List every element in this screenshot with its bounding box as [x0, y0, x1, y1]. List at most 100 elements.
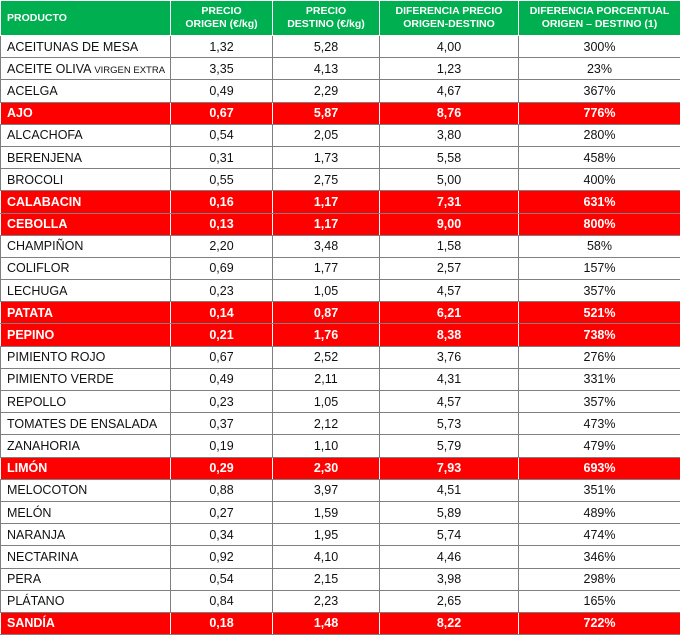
- cell-diferencia-precio: 6,21: [380, 302, 519, 324]
- cell-producto: PERA: [1, 568, 171, 590]
- cell-precio-destino: 2,23: [273, 590, 380, 612]
- cell-producto: ACEITE OLIVA VIRGEN EXTRA: [1, 58, 171, 80]
- cell-precio-destino: 0,87: [273, 302, 380, 324]
- cell-diferencia-porcentual: 631%: [519, 191, 680, 213]
- cell-precio-origen: 0,54: [171, 568, 273, 590]
- cell-precio-origen: 0,16: [171, 191, 273, 213]
- cell-precio-origen: 0,18: [171, 612, 273, 634]
- cell-precio-destino: 1,76: [273, 324, 380, 346]
- cell-precio-destino: 1,95: [273, 524, 380, 546]
- cell-precio-destino: 1,17: [273, 191, 380, 213]
- cell-precio-destino: 1,48: [273, 612, 380, 634]
- cell-precio-origen: 1,32: [171, 36, 273, 58]
- cell-precio-origen: 0,23: [171, 391, 273, 413]
- cell-producto: BROCOLI: [1, 169, 171, 191]
- cell-precio-origen: 0,67: [171, 102, 273, 124]
- cell-precio-origen: 0,23: [171, 280, 273, 302]
- cell-precio-origen: 0,31: [171, 146, 273, 168]
- cell-diferencia-precio: 4,51: [380, 479, 519, 501]
- cell-diferencia-porcentual: 489%: [519, 501, 680, 523]
- cell-producto: BERENJENA: [1, 146, 171, 168]
- cell-producto: CHAMPIÑON: [1, 235, 171, 257]
- cell-diferencia-precio: 4,00: [380, 36, 519, 58]
- cell-diferencia-porcentual: 479%: [519, 435, 680, 457]
- cell-precio-destino: 1,59: [273, 501, 380, 523]
- cell-diferencia-precio: 3,98: [380, 568, 519, 590]
- cell-diferencia-precio: 8,76: [380, 102, 519, 124]
- cell-diferencia-porcentual: 521%: [519, 302, 680, 324]
- cell-precio-destino: 2,30: [273, 457, 380, 479]
- cell-diferencia-precio: 5,73: [380, 413, 519, 435]
- cell-producto: LECHUGA: [1, 280, 171, 302]
- cell-precio-destino: 2,05: [273, 124, 380, 146]
- header-producto: PRODUCTO: [1, 1, 171, 36]
- cell-producto: MELÓN: [1, 501, 171, 523]
- cell-producto: ACEITUNAS DE MESA: [1, 36, 171, 58]
- cell-producto: COLIFLOR: [1, 257, 171, 279]
- cell-precio-origen: 0,49: [171, 368, 273, 390]
- cell-precio-destino: 2,11: [273, 368, 380, 390]
- cell-producto: AJO: [1, 102, 171, 124]
- cell-diferencia-precio: 2,57: [380, 257, 519, 279]
- cell-producto: ZANAHORIA: [1, 435, 171, 457]
- cell-precio-origen: 2,20: [171, 235, 273, 257]
- cell-precio-destino: 1,73: [273, 146, 380, 168]
- cell-diferencia-porcentual: 300%: [519, 36, 680, 58]
- cell-diferencia-precio: 2,65: [380, 590, 519, 612]
- cell-precio-origen: 0,49: [171, 80, 273, 102]
- cell-producto: PIMIENTO VERDE: [1, 368, 171, 390]
- cell-diferencia-porcentual: 276%: [519, 346, 680, 368]
- cell-precio-origen: 0,37: [171, 413, 273, 435]
- cell-precio-origen: 0,69: [171, 257, 273, 279]
- cell-producto: SANDÍA: [1, 612, 171, 634]
- cell-diferencia-precio: 4,57: [380, 391, 519, 413]
- cell-diferencia-porcentual: 58%: [519, 235, 680, 257]
- cell-diferencia-precio: 5,89: [380, 501, 519, 523]
- cell-diferencia-porcentual: 693%: [519, 457, 680, 479]
- cell-producto: ALCACHOFA: [1, 124, 171, 146]
- cell-diferencia-precio: 7,93: [380, 457, 519, 479]
- cell-diferencia-precio: 5,79: [380, 435, 519, 457]
- cell-diferencia-porcentual: 23%: [519, 58, 680, 80]
- cell-diferencia-precio: 7,31: [380, 191, 519, 213]
- cell-producto: NECTARINA: [1, 546, 171, 568]
- cell-diferencia-porcentual: 400%: [519, 169, 680, 191]
- cell-producto: REPOLLO: [1, 391, 171, 413]
- cell-precio-destino: 2,29: [273, 80, 380, 102]
- cell-precio-origen: 0,29: [171, 457, 273, 479]
- cell-precio-origen: 0,21: [171, 324, 273, 346]
- cell-precio-origen: 0,88: [171, 479, 273, 501]
- cell-precio-origen: 0,92: [171, 546, 273, 568]
- cell-diferencia-precio: 9,00: [380, 213, 519, 235]
- cell-diferencia-porcentual: 458%: [519, 146, 680, 168]
- cell-diferencia-porcentual: 474%: [519, 524, 680, 546]
- cell-precio-destino: 1,17: [273, 213, 380, 235]
- cell-producto: PIMIENTO ROJO: [1, 346, 171, 368]
- cell-diferencia-precio: 3,76: [380, 346, 519, 368]
- cell-diferencia-porcentual: 351%: [519, 479, 680, 501]
